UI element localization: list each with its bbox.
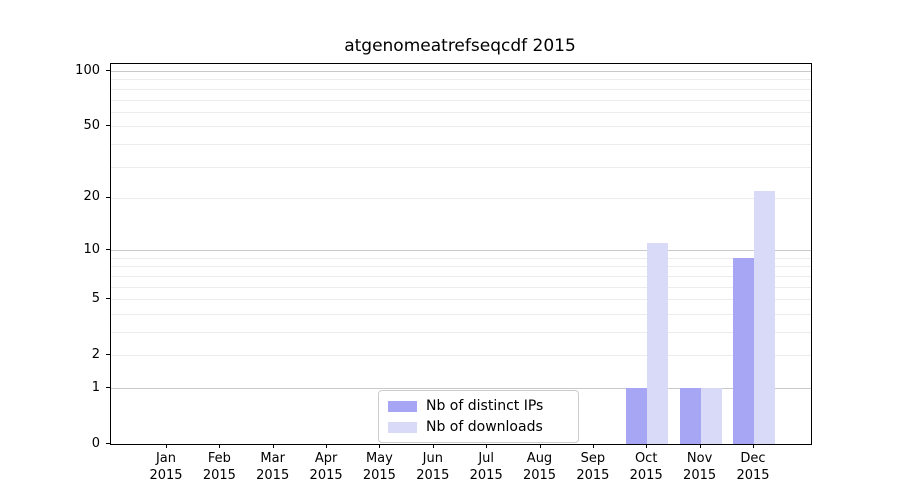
- x-tick-label-mar: Mar 2015: [256, 451, 290, 483]
- bar-oct-downloads: [647, 243, 669, 444]
- bar-dec-downloads: [754, 190, 775, 444]
- x-tick-label-oct: Oct 2015: [629, 451, 663, 483]
- x-tick-label-feb: Feb 2015: [202, 451, 236, 483]
- y-tick-mark: [106, 249, 110, 251]
- minor-gridline: [111, 332, 811, 333]
- x-tick-mark: [592, 444, 594, 448]
- minor-gridline: [111, 299, 811, 301]
- bar-dec-distinct-ips: [733, 257, 754, 444]
- x-tick-mark: [539, 444, 541, 448]
- legend-swatch-distinct-ips: [388, 400, 417, 412]
- minor-gridline: [111, 126, 811, 128]
- minor-gridline: [111, 88, 811, 90]
- minor-gridline: [111, 313, 811, 315]
- x-tick-mark: [379, 444, 381, 448]
- x-tick-mark: [753, 444, 754, 448]
- x-tick-label-jul: Jul 2015: [469, 451, 503, 483]
- y-tick-mark: [106, 70, 110, 71]
- y-tick-label: 1: [91, 379, 100, 395]
- x-tick-mark: [326, 444, 328, 448]
- legend-swatch-downloads: [388, 421, 417, 433]
- minor-gridline: [111, 257, 811, 259]
- minor-gridline: [111, 111, 811, 113]
- bar-oct-distinct-ips: [626, 388, 648, 444]
- x-tick-mark: [166, 444, 167, 448]
- x-tick-mark: [646, 444, 648, 448]
- legend: Nb of distinct IPs Nb of downloads: [378, 390, 579, 443]
- y-tick-mark: [106, 443, 110, 444]
- minor-gridline: [111, 266, 811, 268]
- legend-row-downloads: Nb of downloads: [388, 419, 568, 435]
- major-gridline: [111, 250, 811, 252]
- x-tick-mark: [272, 444, 274, 448]
- legend-row-distinct-ips: Nb of distinct IPs: [388, 398, 568, 414]
- x-tick-mark: [432, 444, 434, 448]
- y-tick-label: 50: [83, 117, 100, 133]
- x-tick-label-apr: Apr 2015: [309, 451, 343, 483]
- y-tick-label: 10: [83, 241, 100, 257]
- minor-gridline: [111, 166, 811, 168]
- minor-gridline: [111, 99, 811, 101]
- x-tick-label-nov: Nov 2015: [683, 451, 717, 483]
- minor-gridline: [111, 79, 811, 81]
- x-tick-label-dec: Dec 2015: [736, 451, 770, 483]
- minor-gridline: [111, 355, 811, 357]
- x-tick-label-jun: Jun 2015: [416, 451, 450, 483]
- x-tick-label-sep: Sep 2015: [576, 451, 610, 483]
- plot-area: Nb of distinct IPs Nb of downloads: [110, 63, 812, 445]
- minor-gridline: [111, 275, 811, 277]
- y-tick-label: 2: [91, 346, 100, 362]
- legend-label-distinct-ips: Nb of distinct IPs: [426, 398, 544, 414]
- bar-nov-distinct-ips: [679, 388, 701, 444]
- y-tick-label: 100: [75, 62, 100, 78]
- y-tick-mark: [106, 387, 110, 388]
- y-tick-mark: [106, 354, 110, 356]
- x-tick-label-jan: Jan 2015: [149, 451, 183, 483]
- x-tick-mark: [699, 444, 701, 448]
- y-tick-label: 0: [91, 435, 100, 451]
- x-tick-label-may: May 2015: [362, 451, 396, 483]
- y-tick-label: 5: [91, 290, 100, 306]
- x-tick-label-aug: Aug 2015: [522, 451, 557, 483]
- minor-gridline: [111, 197, 811, 199]
- legend-label-downloads: Nb of downloads: [426, 419, 543, 435]
- x-tick-mark: [219, 444, 221, 448]
- y-tick-mark: [106, 298, 110, 300]
- y-tick-mark: [106, 125, 110, 127]
- major-gridline: [111, 388, 811, 389]
- minor-gridline: [111, 286, 811, 288]
- major-gridline: [111, 71, 811, 72]
- bar-nov-downloads: [700, 388, 722, 444]
- chart-title: atgenomeatrefseqcdf 2015: [344, 36, 576, 56]
- y-tick-label: 20: [83, 189, 100, 205]
- minor-gridline: [111, 143, 811, 145]
- x-tick-mark: [486, 444, 488, 448]
- y-tick-mark: [106, 196, 110, 198]
